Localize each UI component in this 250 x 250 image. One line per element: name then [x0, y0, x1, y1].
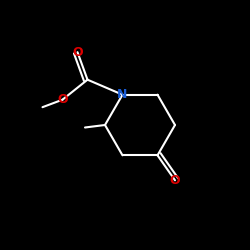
Text: N: N [117, 88, 128, 101]
Text: O: O [57, 93, 68, 106]
Text: O: O [170, 174, 180, 187]
Text: O: O [72, 46, 83, 59]
